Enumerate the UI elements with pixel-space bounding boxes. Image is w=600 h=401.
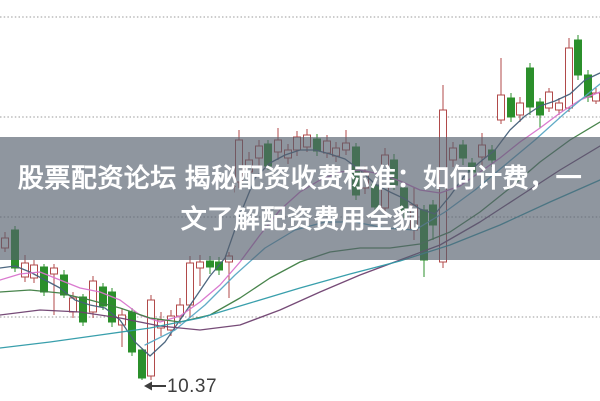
candle-down [574, 39, 582, 76]
candle-down [206, 260, 214, 268]
candle-down [536, 101, 544, 116]
headline-banner: 股票配资论坛 揭秘配资收费标准：如何计费，一 文了解配资费用全貌 [0, 137, 600, 260]
candle-down [128, 311, 136, 353]
candle-up [555, 102, 563, 111]
candle-up [565, 47, 573, 109]
candle-up [147, 299, 155, 377]
candle-up [186, 262, 194, 306]
candle-down [507, 97, 515, 118]
candle-up [196, 261, 204, 269]
candle-up [50, 267, 58, 275]
low-arrow-head [144, 381, 152, 391]
candle-up [118, 314, 126, 326]
headline-line-1: 股票配资论坛 揭秘配资收费标准：如何计费，一 [17, 162, 583, 193]
headline-line-2: 文了解配资费用全貌 [180, 203, 420, 234]
candle-down [526, 67, 534, 108]
candle-down [138, 349, 146, 379]
candle-up [89, 280, 97, 313]
candle-down [79, 296, 87, 323]
candle-down [99, 286, 107, 307]
candle-up [30, 264, 38, 279]
candle-up [545, 91, 553, 109]
candle-down [60, 274, 68, 296]
low-price-annotation: 10.37 [167, 376, 218, 397]
candle-up [497, 94, 505, 121]
candle-up [516, 102, 524, 116]
